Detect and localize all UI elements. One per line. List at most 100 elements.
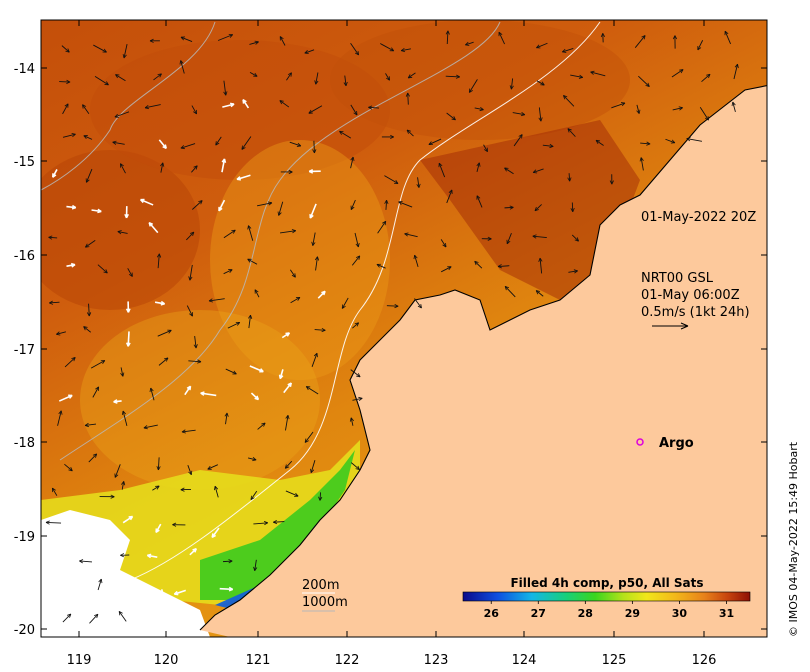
current-arrow [304, 49, 315, 54]
current-arrow [400, 47, 411, 53]
current-arrow [497, 264, 510, 269]
current-arrow [118, 611, 127, 622]
current-arrow [349, 417, 354, 426]
current-arrow [115, 74, 126, 82]
current-arrow [483, 144, 488, 153]
current-arrow [180, 36, 193, 42]
current-arrow [416, 177, 421, 188]
contour-200m-label: 200m [302, 578, 339, 593]
current-arrow [86, 303, 92, 317]
current-arrow [250, 392, 260, 401]
current-arrow [404, 232, 418, 238]
current-arrow [189, 547, 197, 556]
current-arrow [223, 80, 228, 96]
current-arrow [97, 264, 108, 274]
current-arrow [51, 487, 58, 496]
current-arrow [93, 44, 107, 53]
colorbar-tick-label: 27 [531, 607, 546, 620]
current-arrow [413, 254, 419, 268]
current-arrow [84, 422, 97, 428]
current-arrow [66, 204, 77, 210]
current-arrow [445, 74, 460, 79]
current-arrow [562, 47, 574, 53]
current-arrow [665, 138, 676, 144]
current-arrow [120, 553, 130, 558]
current-arrow [311, 352, 318, 367]
lat-tick-label: -15 [14, 155, 35, 170]
current-arrow [257, 422, 266, 430]
current-arrow [289, 141, 302, 147]
lat-tick-label: -16 [14, 249, 35, 264]
current-arrow [146, 553, 158, 559]
current-arrow [127, 268, 133, 277]
current-arrow [191, 105, 198, 115]
current-arrow [114, 111, 130, 118]
current-arrow [180, 143, 196, 150]
current-arrow [214, 485, 219, 498]
contour-1000m-label: 1000m [302, 595, 348, 610]
current-arrow [536, 42, 548, 49]
current-arrow [639, 157, 644, 171]
current-arrow [184, 385, 192, 396]
current-arrow [638, 75, 650, 88]
current-arrow [731, 101, 736, 113]
current-arrow [154, 300, 166, 306]
current-arrow [532, 168, 544, 174]
current-arrow [278, 369, 284, 380]
lon-tick-label: 126 [692, 653, 717, 668]
current-arrow [91, 208, 102, 214]
current-arrow [250, 490, 258, 501]
current-arrow [567, 128, 576, 137]
current-arrow [671, 69, 684, 78]
current-arrow [504, 167, 514, 175]
current-arrow [381, 134, 394, 140]
current-arrow [247, 457, 257, 462]
current-arrow [512, 112, 526, 117]
current-arrow [446, 112, 456, 121]
current-arrow [428, 138, 442, 146]
current-arrow [247, 258, 258, 265]
current-arrow [504, 285, 516, 298]
contour-1000m-line [41, 21, 501, 461]
current-arrow [285, 415, 290, 431]
current-arrow [248, 314, 253, 329]
current-arrow [304, 431, 314, 443]
colorbar: Filled 4h comp, p50, All Sats 26 27 28 29 30… [462, 576, 751, 620]
current-arrow [285, 490, 299, 497]
current-arrow [62, 103, 69, 115]
arrow-scale-label: 0.5m/s (1kt 24h) [641, 305, 750, 320]
current-arrow [125, 331, 131, 347]
current-arrow [697, 40, 704, 51]
argo-float-marker[interactable] [636, 438, 644, 446]
current-arrow [48, 235, 58, 240]
current-arrow [254, 289, 260, 298]
current-arrow [314, 327, 326, 333]
current-arrow [253, 559, 258, 571]
current-arrow [192, 200, 203, 210]
current-arrow [83, 326, 91, 333]
current-arrow [350, 43, 360, 56]
current-arrow [532, 234, 547, 239]
current-arrow [45, 520, 62, 525]
current-arrow [465, 41, 474, 46]
current-arrow [414, 298, 422, 309]
current-arrow [186, 305, 193, 317]
current-arrow [542, 143, 554, 149]
model-name-label: NRT00 GSL [641, 271, 714, 286]
current-arrow [286, 72, 292, 81]
colorbar-tick-label: 30 [672, 607, 688, 620]
current-arrow [406, 129, 414, 137]
current-arrow [247, 225, 254, 241]
current-arrow [153, 73, 162, 81]
current-arrow [218, 199, 226, 212]
current-arrow [181, 429, 196, 434]
current-arrow [281, 332, 291, 339]
current-arrow [62, 133, 76, 138]
current-arrow [124, 206, 129, 219]
current-arrow [504, 205, 514, 210]
current-arrow [350, 369, 361, 378]
current-arrow [120, 367, 125, 377]
current-arrow [701, 73, 711, 83]
current-arrow [85, 168, 93, 183]
current-arrow [85, 240, 96, 248]
